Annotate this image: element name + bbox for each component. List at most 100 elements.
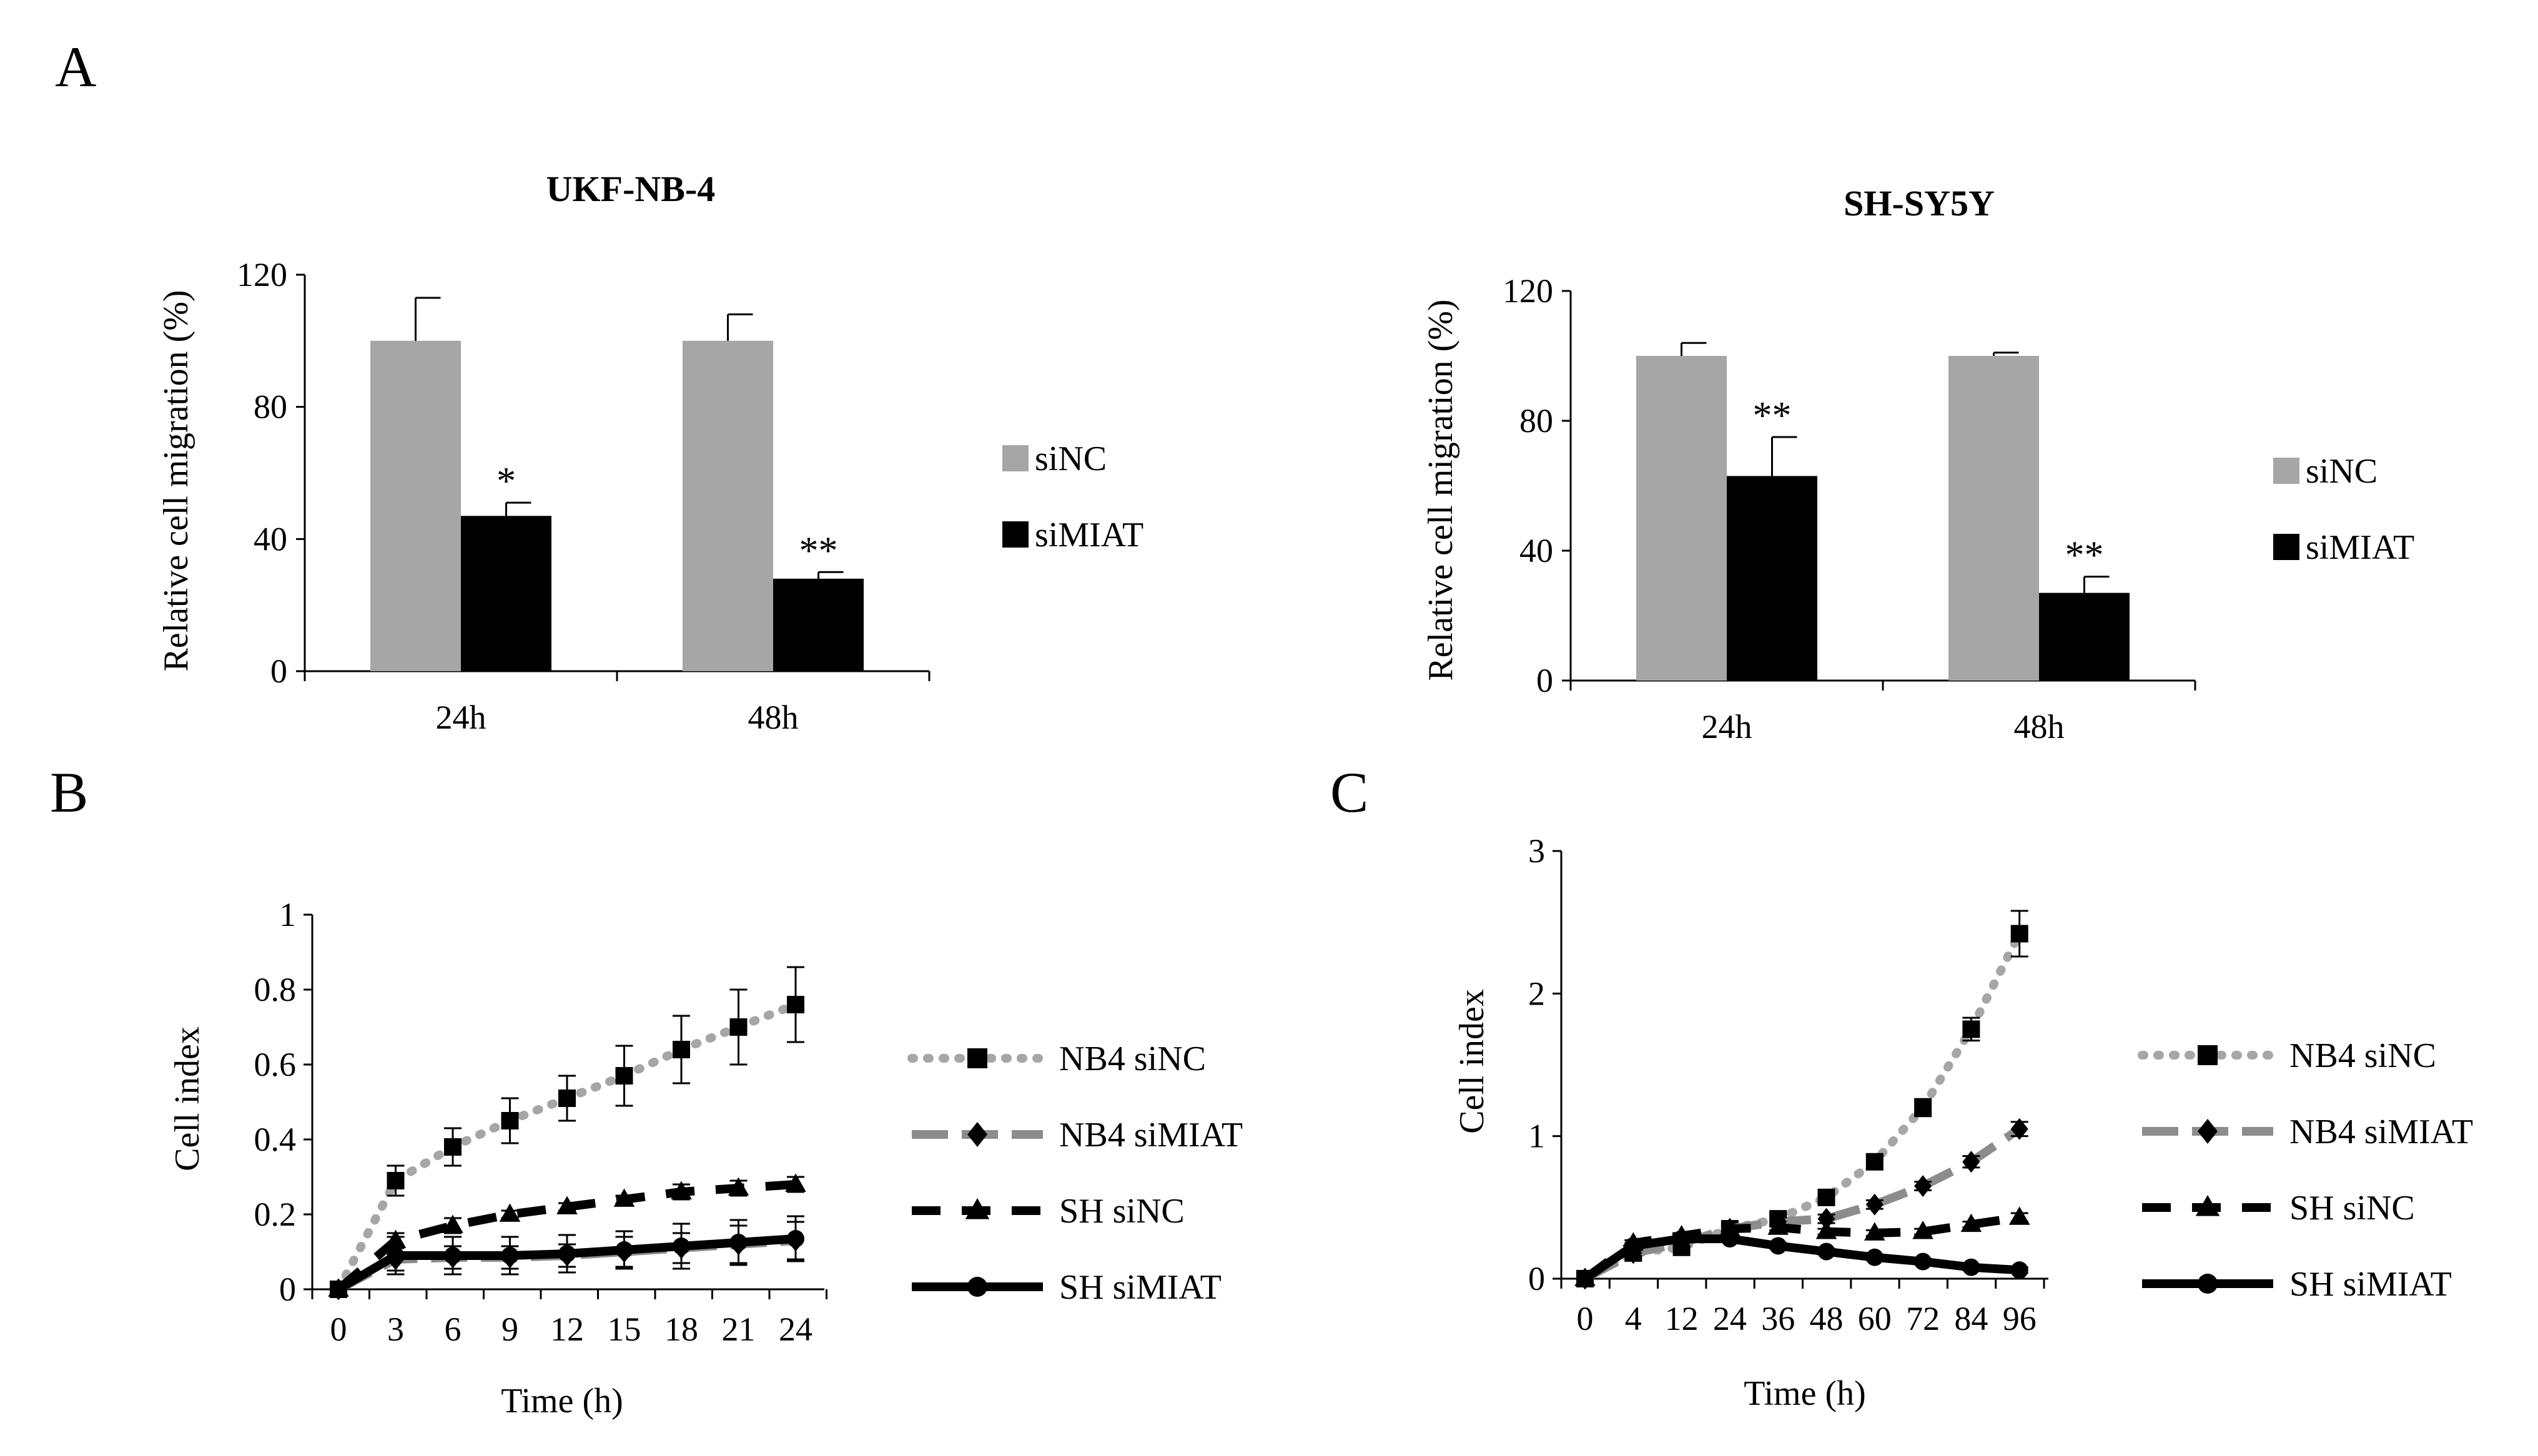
legend-label-NB4 siNC: NB4 siNC (1059, 1040, 1206, 1078)
legend-marker-SH siMIAT (967, 1277, 987, 1297)
chart-a2-plot: 0 40 80 120 24h 48h ** ** siNC siMIAT (1503, 272, 2414, 745)
y-tick-label: 1 (1528, 1118, 1545, 1155)
data-point-SH siNC (442, 1214, 463, 1233)
y-tick-label: 0.6 (254, 1046, 297, 1083)
legend-marker-NB4 siNC (2198, 1045, 2218, 1065)
data-point-NB4 siMIAT (2010, 1118, 2028, 1140)
data-point-SH siMIAT (1817, 1242, 1835, 1261)
x-tick-label: 18 (664, 1311, 698, 1348)
bar-siMIAT-48h (773, 578, 864, 671)
x-tick-label: 21 (722, 1311, 756, 1348)
legend-label-SH siNC: SH siNC (2289, 1189, 2415, 1227)
panel-letter-a: A (55, 35, 96, 99)
data-point-SH siNC (556, 1196, 578, 1214)
x-tick-label: 4 (1625, 1300, 1642, 1337)
chart-b-xlabel: Time (h) (501, 1382, 623, 1420)
legend-swatch-siNC (1002, 445, 1029, 471)
y-tick-label: 120 (1503, 272, 1553, 310)
data-point-SH siMIAT (1962, 1258, 1980, 1276)
panel-letter-c: C (1330, 760, 1368, 824)
y-tick-label: 0 (270, 652, 287, 690)
chart-a2-ylabel: Relative cell migration (%) (1421, 299, 1460, 681)
legend-swatch-siMIAT (2273, 534, 2299, 560)
data-point-SH siMIAT (2010, 1261, 2028, 1279)
significance-marker: * (496, 460, 516, 503)
data-point-SH siMIAT (387, 1247, 405, 1264)
data-point-NB4 siNC (558, 1090, 576, 1107)
significance-marker: ** (2065, 534, 2104, 577)
y-tick-label: 1 (279, 896, 296, 933)
data-point-NB4 siMIAT (1962, 1151, 1980, 1173)
x-tick-label: 84 (1954, 1300, 1988, 1337)
data-point-SH siMIAT (501, 1247, 519, 1264)
data-point-NB4 siNC (1817, 1188, 1835, 1206)
data-point-NB4 siNC (387, 1172, 405, 1189)
data-point-SH siMIAT (1769, 1237, 1787, 1255)
x-tick-label: 24 (779, 1311, 812, 1348)
y-tick-label: 80 (254, 388, 287, 426)
bar-siMIAT-48h (2039, 593, 2130, 681)
legend-label-NB4 siMIAT: NB4 siMIAT (2289, 1113, 2473, 1151)
data-point-NB4 siNC (2010, 925, 2028, 943)
legend-marker-SH siNC (2195, 1195, 2220, 1216)
data-point-SH siNC (1719, 1217, 1741, 1236)
y-tick-label: 0 (1528, 1260, 1545, 1297)
x-tick-label: 24 (1713, 1300, 1747, 1337)
data-point-SH siMIAT (615, 1241, 633, 1259)
data-point-SH siMIAT (558, 1245, 576, 1262)
data-point-SH siMIAT (444, 1247, 462, 1264)
data-point-NB4 siNC (444, 1138, 462, 1156)
y-tick-label: 40 (254, 520, 287, 558)
x-tick-label: 12 (550, 1311, 584, 1348)
significance-marker: ** (1753, 395, 1792, 437)
data-point-SH siMIAT (1865, 1248, 1884, 1266)
series-line-SH siNC (1582, 1213, 2020, 1282)
data-point-NB4 siNC (1962, 1020, 1980, 1038)
data-point-SH siMIAT (1624, 1237, 1642, 1255)
legend-label-NB4 siMIAT: NB4 siMIAT (1059, 1116, 1243, 1154)
y-tick-label: 40 (1519, 532, 1553, 569)
x-tick-label: 15 (608, 1311, 641, 1348)
legend-label-NB4 siNC: NB4 siNC (2289, 1036, 2436, 1075)
y-tick-label: 0.8 (254, 971, 297, 1008)
data-point-SH siMIAT (729, 1234, 748, 1251)
legend-marker-NB4 siMIAT (2198, 1119, 2218, 1144)
y-tick-label: 80 (1519, 402, 1553, 440)
data-point-NB4 siNC (673, 1041, 690, 1058)
chart-c-xlabel: Time (h) (1744, 1374, 1866, 1413)
bar-siMIAT-24h (461, 516, 551, 671)
y-tick-label: 2 (1528, 975, 1545, 1012)
legend-label-siMIAT: siMIAT (1035, 516, 1143, 554)
data-point-NB4 siNC (729, 1018, 748, 1036)
y-tick-label: 120 (237, 256, 287, 293)
chart-c-ylabel: Cell index (1453, 989, 1491, 1134)
x-tick-label: 96 (2003, 1300, 2037, 1337)
y-tick-label: 0.4 (254, 1121, 297, 1158)
data-point-NB4 siNC (615, 1067, 633, 1085)
legend-marker-SH siMIAT (2198, 1274, 2218, 1294)
data-point-SH siMIAT (1672, 1230, 1691, 1248)
data-point-SH siNC (728, 1177, 749, 1196)
bar-siNC-48h (1948, 356, 2039, 681)
data-point-SH siNC (499, 1203, 521, 1222)
data-point-SH siNC (1912, 1221, 1933, 1239)
data-point-NB4 siMIAT (1914, 1175, 1932, 1198)
y-tick-label: 3 (1528, 832, 1545, 870)
data-point-NB4 siNC (1914, 1099, 1932, 1116)
data-point-SH siNC (671, 1181, 692, 1199)
bar-siNC-24h (370, 340, 461, 671)
x-tick-label: 9 (501, 1311, 518, 1348)
y-tick-label: 0 (1536, 662, 1553, 699)
legend-label-SH siNC: SH siNC (1059, 1192, 1185, 1231)
significance-marker: ** (799, 529, 838, 572)
data-point-SH siMIAT (787, 1230, 804, 1247)
bar-siNC-24h (1636, 356, 1727, 681)
legend-swatch-siMIAT (1002, 521, 1029, 548)
x-tick-label: 60 (1858, 1300, 1892, 1337)
series-line-NB4 siMIAT (1583, 1125, 2022, 1283)
legend-marker-SH siNC (965, 1198, 990, 1219)
data-point-NB4 siMIAT (1817, 1208, 1835, 1230)
